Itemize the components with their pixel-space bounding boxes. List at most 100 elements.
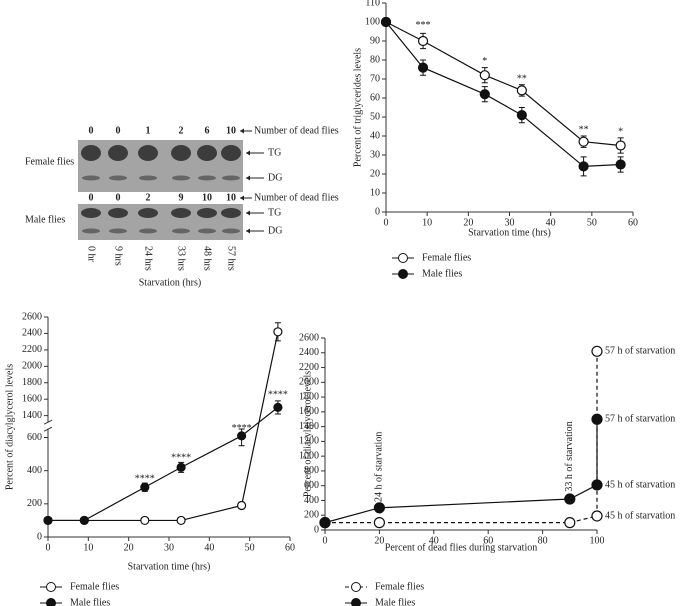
series-line bbox=[385, 21, 621, 168]
data-point bbox=[43, 515, 53, 526]
tg-band bbox=[171, 208, 191, 218]
tg-band bbox=[108, 145, 128, 161]
x-tick-label: 60 bbox=[628, 217, 638, 228]
data-point bbox=[140, 515, 150, 526]
tg-band bbox=[81, 145, 101, 161]
gel-image bbox=[78, 140, 243, 192]
y-axis-label: Percent of diacylglycerol levels bbox=[302, 371, 313, 497]
annotation: 45 h of starvation bbox=[605, 510, 675, 521]
annotation: **** bbox=[171, 453, 191, 464]
dg-band bbox=[172, 228, 190, 234]
annotation: * bbox=[482, 56, 487, 67]
annotation: 33 h of starvation bbox=[564, 421, 575, 491]
dg-band bbox=[222, 228, 240, 234]
legend-label: Female flies bbox=[375, 581, 424, 592]
annotation: **** bbox=[232, 423, 252, 434]
y-tick-label: 2400 bbox=[22, 328, 42, 339]
y-tick-label: 200 bbox=[304, 510, 319, 521]
y-tick-label: 1400 bbox=[299, 421, 319, 432]
y-tick-label: 2200 bbox=[22, 344, 42, 355]
data-point bbox=[516, 85, 527, 96]
tg-band bbox=[81, 208, 101, 218]
y-tick-label: 2600 bbox=[299, 332, 319, 343]
y-axis-label: Percent of diacylglycerol levels bbox=[4, 364, 15, 490]
axis-break bbox=[43, 419, 53, 425]
data-point bbox=[273, 327, 283, 337]
legend-marker bbox=[398, 253, 408, 263]
data-point bbox=[273, 402, 283, 413]
y-tick-label: 600 bbox=[27, 432, 42, 443]
tg-band bbox=[108, 208, 128, 218]
lane-label: 9 hrs bbox=[113, 246, 124, 266]
series-line bbox=[324, 419, 598, 524]
legend-label: Female flies bbox=[70, 581, 119, 592]
y-tick-label: 1800 bbox=[299, 391, 319, 402]
x-tick-label: 30 bbox=[164, 542, 174, 553]
y-tick-label: 2200 bbox=[299, 362, 319, 373]
dead-fly-count: 0 bbox=[89, 192, 94, 203]
data-point bbox=[373, 517, 385, 529]
annotation: **** bbox=[135, 473, 155, 484]
dg-band bbox=[109, 228, 127, 234]
y-tick-label: 400 bbox=[304, 495, 319, 506]
x-tick-label: 20 bbox=[463, 217, 473, 228]
x-tick-label: 50 bbox=[587, 217, 597, 228]
dead-fly-count: 0 bbox=[89, 125, 94, 136]
y-tick-label: 100 bbox=[365, 16, 380, 27]
data-point bbox=[417, 35, 429, 47]
series-line bbox=[325, 351, 598, 524]
x-tick-label: 100 bbox=[590, 535, 605, 546]
data-point bbox=[479, 89, 490, 100]
data-point bbox=[615, 159, 626, 170]
legend-label: Male flies bbox=[70, 597, 110, 606]
dg-band bbox=[82, 228, 100, 234]
y-tick-label: 70 bbox=[370, 73, 380, 84]
annotation: 57 h of starvation bbox=[605, 346, 675, 357]
tg-band bbox=[197, 208, 217, 218]
annotation: 45 h of starvation bbox=[605, 479, 675, 490]
lane-label: 0 hr bbox=[86, 246, 97, 263]
arrow-head bbox=[246, 228, 250, 234]
tg-band bbox=[171, 145, 191, 161]
dead-fly-count: 10 bbox=[226, 192, 236, 203]
dg-band bbox=[139, 175, 157, 181]
legend-label: Male flies bbox=[422, 268, 462, 279]
y-tick-label: 0 bbox=[375, 206, 380, 217]
y-tick-label: 2000 bbox=[22, 361, 42, 372]
axis-break bbox=[43, 426, 53, 432]
dg-band bbox=[139, 228, 157, 234]
y-tick-label: 2600 bbox=[22, 311, 42, 322]
tg-band bbox=[197, 145, 217, 161]
x-tick-label: 50 bbox=[245, 542, 255, 553]
y-tick-label: 10 bbox=[370, 187, 380, 198]
annotation: **** bbox=[268, 389, 288, 400]
band-label: TG bbox=[268, 147, 281, 158]
legend-marker bbox=[351, 582, 361, 592]
x-tick-label: 0 bbox=[384, 217, 389, 228]
y-tick-label: 1600 bbox=[299, 406, 319, 417]
y-tick-label: 800 bbox=[304, 465, 319, 476]
data-point bbox=[237, 500, 247, 511]
data-point bbox=[591, 479, 603, 491]
legend-marker bbox=[351, 598, 361, 606]
legend-label: Female flies bbox=[422, 252, 471, 263]
annotation: *** bbox=[416, 20, 431, 31]
band-label: DG bbox=[268, 172, 282, 183]
arrow-head bbox=[246, 150, 250, 156]
dead-label: Number of dead flies bbox=[254, 192, 339, 203]
x-tick-label: 0 bbox=[323, 535, 328, 546]
legend-marker bbox=[398, 269, 408, 279]
x-tick-label: 20 bbox=[374, 535, 384, 546]
y-tick-label: 110 bbox=[365, 0, 380, 8]
x-tick-label: 60 bbox=[285, 542, 295, 553]
x-tick-label: 80 bbox=[538, 535, 548, 546]
x-tick-label: 40 bbox=[429, 535, 439, 546]
y-tick-label: 400 bbox=[27, 465, 42, 476]
tg-band bbox=[138, 145, 158, 161]
dead-fly-count: 9 bbox=[179, 192, 184, 203]
data-point bbox=[591, 510, 603, 522]
lane-label: 24 hrs bbox=[143, 246, 154, 271]
legend-marker bbox=[46, 582, 56, 592]
gel-image bbox=[78, 204, 243, 240]
x-axis-label: Starvation time (hrs) bbox=[468, 227, 551, 238]
